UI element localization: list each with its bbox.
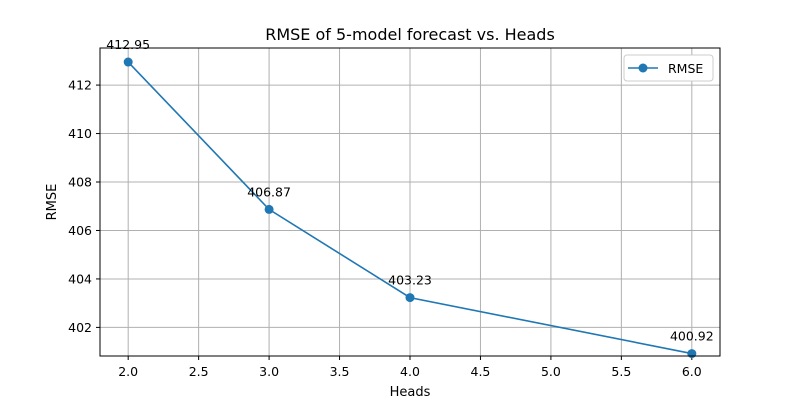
data-label: 406.87: [247, 184, 291, 199]
x-tick-label: 5.5: [611, 364, 631, 379]
x-tick-label: 2.5: [189, 364, 209, 379]
data-point: [264, 204, 274, 214]
y-tick-label: 404: [68, 271, 92, 286]
x-tick-label: 4.5: [471, 364, 491, 379]
data-label: 400.92: [670, 329, 714, 344]
x-tick-label: 5.0: [541, 364, 561, 379]
x-axis-label: Heads: [390, 385, 431, 400]
data-point: [405, 293, 415, 303]
legend-entry-rmse: RMSE: [668, 61, 703, 76]
data-point: [687, 349, 697, 359]
x-tick-label: 6.0: [682, 364, 702, 379]
data-point: [123, 57, 133, 67]
data-label: 412.95: [106, 37, 150, 52]
y-tick-label: 412: [68, 78, 92, 93]
y-axis: 402 404 406 408 410 412: [68, 78, 100, 335]
x-axis: 2.0 2.5 3.0 3.5 4.0 4.5 5.0 5.5 6.0: [118, 356, 702, 379]
data-label: 403.23: [388, 273, 432, 288]
y-tick-label: 406: [68, 223, 92, 238]
y-tick-label: 408: [68, 175, 92, 190]
plot-frame: [99, 47, 721, 357]
x-tick-label: 3.0: [259, 364, 279, 379]
y-tick-label: 410: [68, 126, 92, 141]
legend-box: [623, 54, 714, 82]
x-tick-label: 4.0: [400, 364, 420, 379]
y-tick-label: 402: [68, 320, 92, 335]
x-tick-label: 3.5: [330, 364, 350, 379]
series-line: [127, 61, 692, 355]
x-tick-label: 2.0: [118, 364, 138, 379]
y-axis-label: RMSE: [45, 184, 60, 221]
chart-title: RMSE of 5-model forecast vs. Heads: [265, 25, 555, 44]
legend: RMSE: [623, 54, 714, 82]
grid: [100, 48, 720, 356]
legend-marker: [638, 63, 648, 73]
